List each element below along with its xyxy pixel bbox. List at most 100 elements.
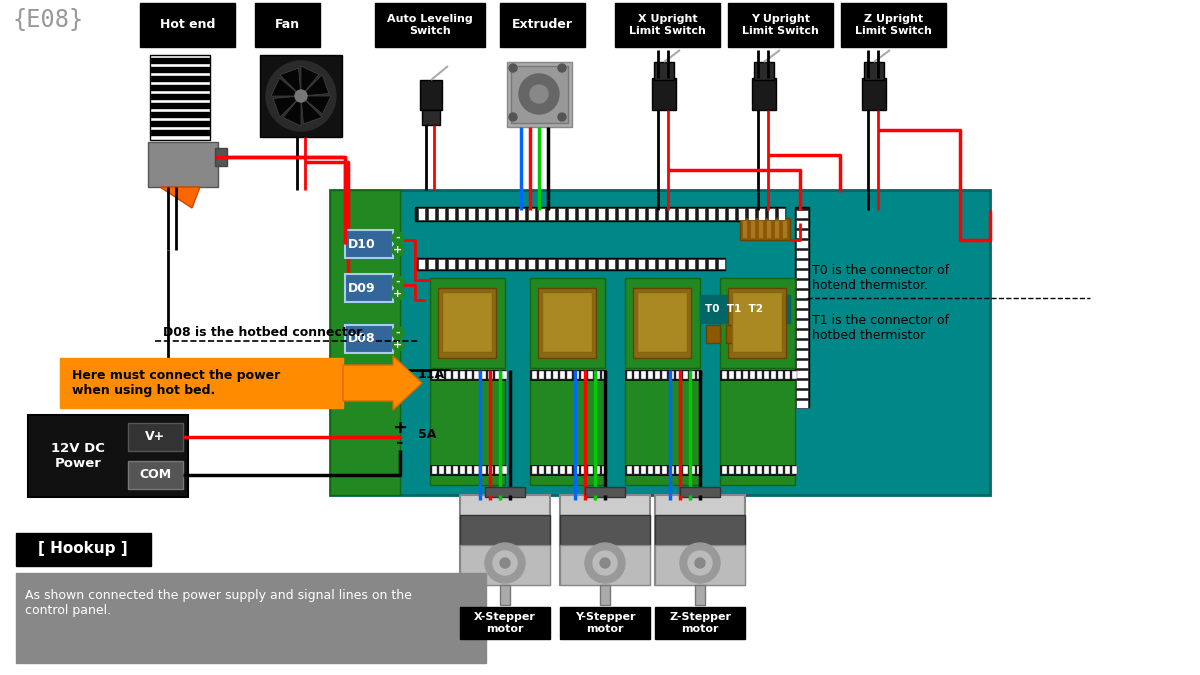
Text: 5A: 5A [418, 429, 437, 441]
Bar [496, 371, 500, 379]
Polygon shape [301, 99, 323, 124]
Bar [608, 259, 616, 269]
Bar [422, 110, 440, 125]
Bar [468, 259, 475, 269]
Text: -: - [396, 434, 403, 452]
Bar [574, 371, 580, 379]
Bar [695, 585, 706, 605]
Bar [260, 55, 342, 137]
Bar [758, 208, 766, 220]
Bar [502, 371, 508, 379]
Bar [602, 466, 607, 474]
Bar [738, 208, 745, 220]
Bar [688, 208, 695, 220]
Bar [732, 292, 782, 352]
Bar [792, 466, 797, 474]
Bar [560, 495, 650, 585]
Bar [128, 423, 182, 451]
Bar [439, 466, 444, 474]
Bar [658, 208, 665, 220]
Bar [518, 208, 526, 220]
Bar [796, 240, 808, 248]
Bar [502, 466, 508, 474]
Bar [750, 220, 755, 238]
Bar [508, 62, 572, 127]
Bar [415, 207, 785, 221]
Bar [439, 371, 444, 379]
Bar [538, 288, 596, 358]
Bar [841, 3, 946, 47]
Bar [778, 371, 784, 379]
Bar [772, 371, 776, 379]
Bar [148, 142, 218, 187]
Bar [485, 487, 526, 497]
Bar [785, 371, 790, 379]
Bar [728, 208, 734, 220]
Bar [634, 288, 691, 358]
Circle shape [600, 558, 610, 568]
Text: T1 is the connector of
hotbed thermistor: T1 is the connector of hotbed thermistor [812, 314, 949, 342]
Text: -: - [396, 277, 401, 287]
Bar [446, 466, 451, 474]
Bar [558, 259, 565, 269]
Bar [678, 208, 685, 220]
Bar [655, 495, 745, 585]
Bar [151, 94, 209, 99]
Circle shape [680, 543, 720, 583]
Text: +: + [394, 289, 403, 299]
Circle shape [558, 64, 566, 72]
Bar [498, 259, 505, 269]
Bar [618, 208, 625, 220]
Text: As shown connected the power supply and signal lines on the
control panel.: As shown connected the power supply and … [25, 589, 412, 617]
Bar [796, 280, 808, 288]
Bar [16, 533, 151, 566]
Bar [728, 288, 786, 358]
Bar [438, 259, 445, 269]
Bar [796, 390, 808, 398]
Bar [588, 466, 593, 474]
Bar [558, 208, 565, 220]
Bar [151, 58, 209, 63]
Bar [546, 466, 551, 474]
Text: T0 is the connector of
hotend thermistor.: T0 is the connector of hotend thermistor… [812, 264, 949, 292]
Text: Here must connect the power
when using hot bed.: Here must connect the power when using h… [72, 369, 281, 397]
Circle shape [485, 543, 526, 583]
Bar [785, 466, 790, 474]
Bar [648, 466, 653, 474]
Bar [740, 218, 790, 240]
Circle shape [266, 61, 336, 131]
Bar [574, 466, 580, 474]
Bar [736, 371, 742, 379]
Bar [588, 208, 595, 220]
Bar [568, 466, 572, 474]
Bar [460, 371, 466, 379]
Bar [796, 270, 808, 278]
Bar [637, 292, 686, 352]
Bar [415, 258, 725, 270]
Bar [151, 130, 209, 135]
Bar [655, 466, 660, 474]
Bar [568, 371, 572, 379]
Circle shape [392, 244, 404, 256]
Bar [488, 208, 496, 220]
Bar [560, 607, 650, 639]
Text: Auto Leveling
Switch: Auto Leveling Switch [388, 14, 473, 36]
Bar [432, 466, 437, 474]
Bar [460, 515, 550, 545]
Bar [628, 259, 635, 269]
Circle shape [392, 288, 404, 300]
Bar [652, 78, 676, 110]
Bar [151, 67, 209, 72]
Polygon shape [283, 99, 301, 126]
Text: {E08}: {E08} [12, 8, 83, 32]
Bar [796, 207, 809, 407]
Bar [670, 371, 674, 379]
Bar [796, 220, 808, 228]
Bar [742, 220, 746, 238]
Bar [442, 292, 492, 352]
Bar [595, 466, 600, 474]
Bar [256, 3, 320, 47]
Bar [508, 259, 515, 269]
Bar [330, 190, 990, 495]
Bar [468, 208, 475, 220]
